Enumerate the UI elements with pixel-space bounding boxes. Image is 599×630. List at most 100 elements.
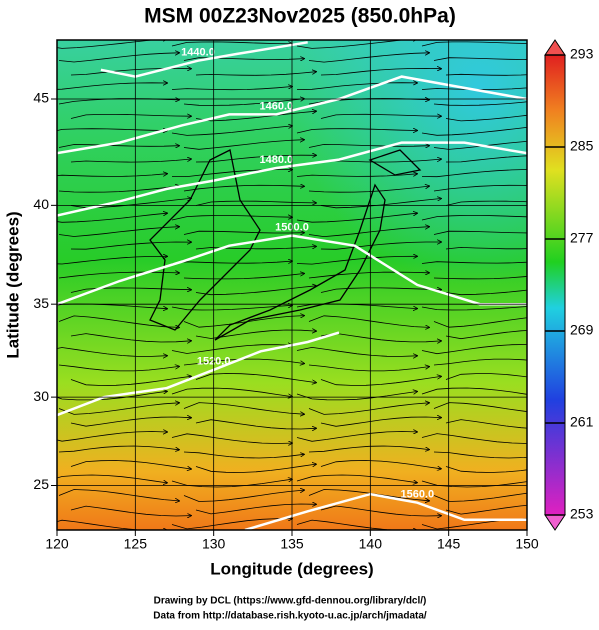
y-tick-label: 30 [33,388,49,404]
streamline [445,200,527,206]
streamline [296,519,417,530]
streamline [58,186,179,193]
streamline [171,519,292,530]
streamline [70,460,191,470]
streamline [433,101,527,106]
streamline [445,419,527,429]
x-tick-label: 120 [45,536,69,552]
contour-label: 1480.0 [260,154,294,166]
streamline [58,145,179,148]
y-tick-label: 45 [33,90,49,106]
streamline [57,256,167,265]
streamline [171,345,292,354]
streamline [58,227,179,237]
streamline [57,347,167,357]
streamline [57,129,167,133]
streamline [58,53,179,63]
colorbar-tick-label: 253 [570,506,594,522]
streamline [58,445,179,453]
streamline [433,317,527,328]
x-tick-label: 130 [202,536,226,552]
streamline [433,276,527,280]
streamline [308,365,429,372]
streamline [308,227,429,238]
colorbar-tick-label: 277 [570,230,594,246]
streamline [171,261,292,264]
streamline [171,387,292,397]
streamline [70,159,191,163]
streamline [320,332,441,342]
streamline [433,451,527,459]
streamline [57,213,167,223]
y-tick-label: 25 [33,476,49,492]
streamline [70,505,191,516]
streamline [308,53,429,63]
streamline [296,392,417,401]
streamline [421,41,527,47]
streamline [421,126,527,136]
streamline [58,403,179,415]
streamline [445,246,527,250]
streamline [433,184,527,192]
streamline [171,126,292,136]
streamline [57,174,167,177]
streamline [70,242,191,250]
streamline [296,256,417,265]
streamline [433,358,527,366]
credit: Data from http://database.rish.kyoto-u.a… [153,611,427,622]
credit: Drawing by DCL (https://www.gfd-dennou.o… [154,596,427,607]
streamline [70,376,191,386]
colorbar-extend-top [544,39,566,56]
streamline [421,87,527,91]
streamline [58,489,179,501]
streamline [445,466,527,473]
streamline [421,169,527,178]
streamline [433,140,527,150]
streamline [445,155,527,163]
streamline [445,373,527,380]
streamline [320,417,441,427]
streamline [58,315,179,328]
streamline [183,185,304,192]
streamline [421,433,527,444]
streamline [171,433,292,444]
streamline [308,489,429,501]
streamline [320,242,441,250]
colorbar-tick-label: 261 [570,414,594,430]
streamline [308,403,429,415]
streamline [296,174,417,177]
contour-label: 1440.0 [181,47,215,59]
streamline [433,492,527,502]
streamline [308,315,429,328]
streamline [57,83,167,90]
streamline [320,460,441,469]
coastline [149,149,422,341]
streamline [57,474,167,483]
streamline [183,402,304,415]
streamline [183,140,304,150]
streamline [421,387,527,395]
y-tick-label: 40 [33,196,49,212]
streamline [296,474,417,483]
streamline [320,288,441,293]
streamline [320,505,441,516]
streamline [445,504,527,515]
streamline [183,58,304,61]
streamline [433,57,527,61]
y-tick-label: 35 [33,295,49,311]
streamline [195,504,316,515]
streamline [58,365,179,372]
streamline [171,87,292,91]
streamline [433,230,527,235]
streamline [183,316,304,328]
streamline [320,68,441,76]
streamline [57,391,167,401]
streamline [195,155,316,163]
streamline [183,451,304,459]
x-tick-label: 150 [515,536,539,552]
streamline [308,445,429,453]
streamline [58,272,179,279]
streamline [195,330,316,339]
streamline [57,519,167,530]
